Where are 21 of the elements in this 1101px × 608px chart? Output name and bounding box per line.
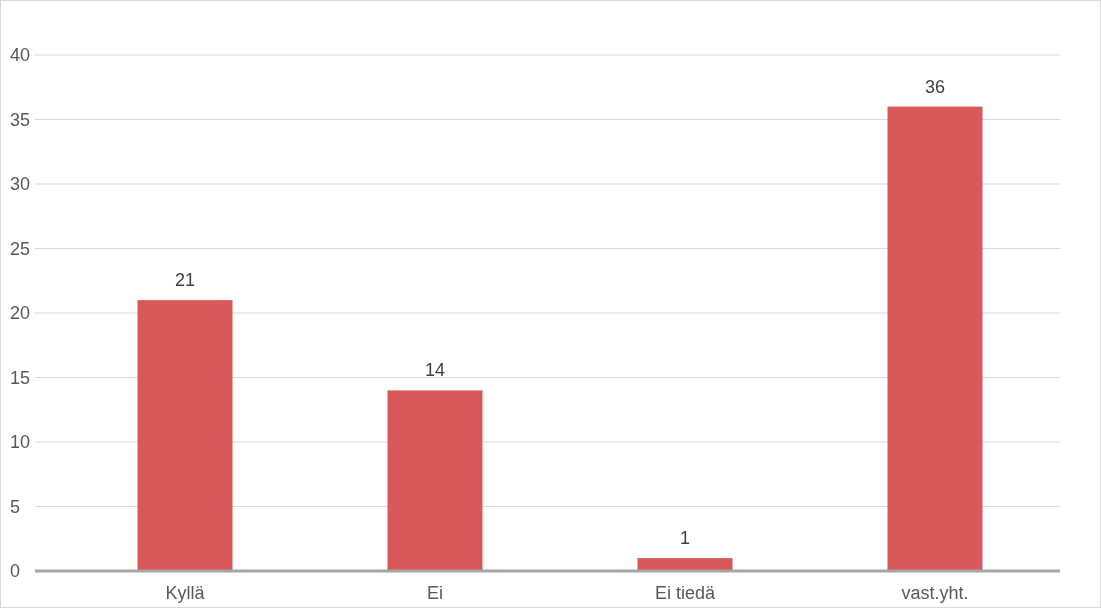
y-tick-label: 10 bbox=[10, 432, 31, 453]
bar bbox=[387, 390, 483, 571]
y-tick-label: 30 bbox=[10, 174, 31, 195]
data-label: 36 bbox=[924, 76, 946, 97]
bar bbox=[137, 300, 233, 571]
y-tick-label: 0 bbox=[10, 561, 21, 582]
x-tick-label: Ei tiedä bbox=[654, 583, 716, 603]
x-tick-label: vast.yht. bbox=[901, 583, 969, 603]
data-label: 1 bbox=[679, 528, 691, 549]
y-tick-label: 40 bbox=[10, 45, 31, 66]
y-tick-label: 35 bbox=[10, 109, 31, 130]
x-tick-label: Kyllä bbox=[165, 583, 206, 603]
bar bbox=[637, 558, 733, 571]
y-tick-label: 25 bbox=[10, 238, 31, 259]
data-label: 21 bbox=[174, 270, 196, 291]
y-tick-label: 20 bbox=[10, 303, 31, 324]
bar bbox=[887, 106, 983, 571]
x-tick-label: Ei bbox=[426, 583, 444, 603]
y-tick-label: 5 bbox=[10, 496, 21, 517]
y-tick-label: 15 bbox=[10, 367, 31, 388]
data-label: 14 bbox=[424, 360, 446, 381]
